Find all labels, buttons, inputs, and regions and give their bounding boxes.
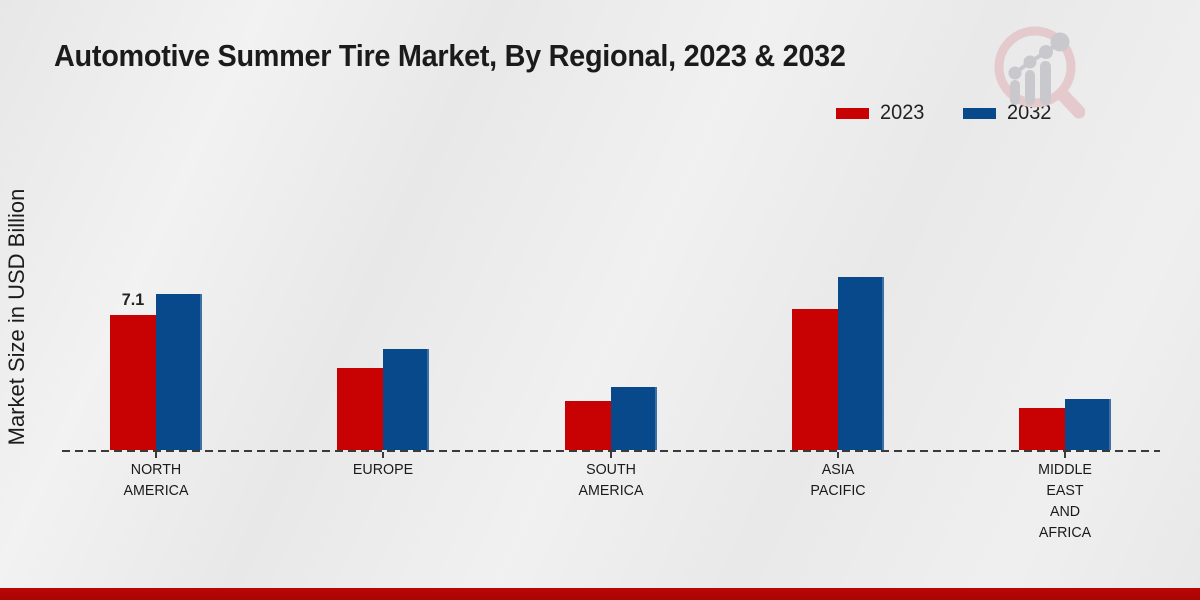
axis-tick-asia-pacific — [836, 452, 839, 458]
category-label-south-america: SOUTH AMERICA — [578, 461, 643, 499]
bar-2032-asia-pacific — [837, 277, 884, 450]
bar-2023-middle-east-and-africa — [1019, 408, 1065, 450]
bar-group-north-america: 7.1 — [110, 290, 202, 450]
category-label-asia-pacific: ASIA PACIFIC — [810, 461, 866, 499]
axis-tick-middle-east-and-africa — [1064, 452, 1066, 458]
x-axis-baseline — [62, 450, 1160, 452]
bar-2032-south-america — [610, 387, 657, 450]
bar-group-europe — [337, 349, 430, 450]
bar-2032-north-america — [156, 294, 202, 450]
legend-swatch-2032 — [962, 107, 996, 119]
y-axis-label: Market Size in USD Billion — [4, 188, 29, 446]
axis-tick-south-america — [609, 452, 612, 458]
axis-tick-europe — [382, 452, 385, 458]
axis-tick-north-america — [155, 452, 157, 458]
legend-label-2023: 2023 — [880, 101, 925, 124]
bar-group-south-america — [564, 387, 657, 450]
bar-2023-europe — [337, 368, 384, 450]
bar-value-label-2023-north-america: 7.1 — [121, 290, 145, 309]
footer-stripe — [0, 588, 1200, 600]
bar-2023-north-america: 7.1 — [110, 290, 156, 450]
plot-area: 7.1 — [62, 242, 1160, 452]
market-research-magnifier-logo-icon — [994, 26, 1085, 119]
bar-2023-south-america — [564, 401, 611, 450]
category-label-north-america: NORTH AMERICA — [123, 461, 189, 499]
category-label-middle-east-and-africa: MIDDLE EAST AND AFRICA — [1038, 461, 1092, 541]
category-label-europe: EUROPE — [353, 461, 414, 478]
legend-item-2023: 2023 — [836, 101, 927, 125]
legend-swatch-2023 — [836, 107, 869, 119]
bar-group-middle-east-and-africa — [1019, 399, 1111, 450]
chart-title: Automotive Summer Tire Market, By Region… — [54, 38, 846, 73]
bar-2032-europe — [383, 349, 430, 450]
bar-2032-middle-east-and-africa — [1065, 399, 1111, 450]
bar-group-asia-pacific — [791, 277, 884, 450]
bar-2023-asia-pacific — [791, 309, 838, 450]
